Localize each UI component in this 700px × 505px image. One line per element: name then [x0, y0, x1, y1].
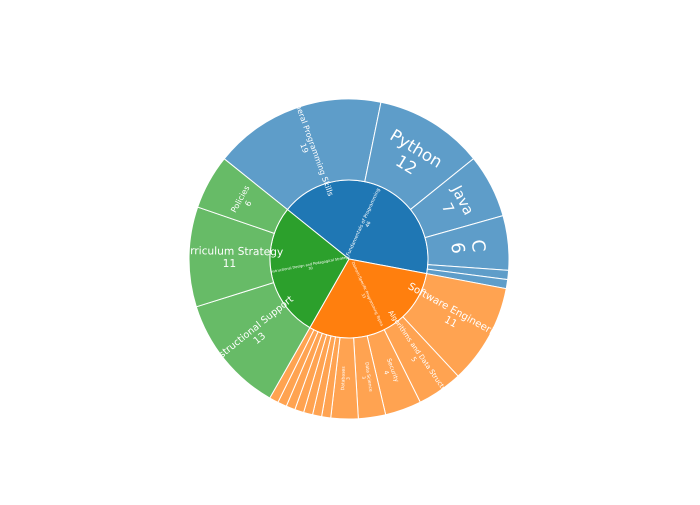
child-segment-policies[interactable]: [197, 158, 289, 234]
child-label-data-science: Data Science3: [358, 362, 373, 393]
child-label-curriculum-strategy: Curriculum Strategy11: [176, 244, 284, 271]
child-wedge-general-programming-skills[interactable]: [223, 98, 382, 211]
child-wedge-policies[interactable]: [197, 158, 289, 234]
child-segment-general-programming-skills[interactable]: [223, 98, 382, 211]
child-label-databases: Databases3: [340, 366, 352, 391]
child-label-c: C6: [446, 239, 489, 256]
